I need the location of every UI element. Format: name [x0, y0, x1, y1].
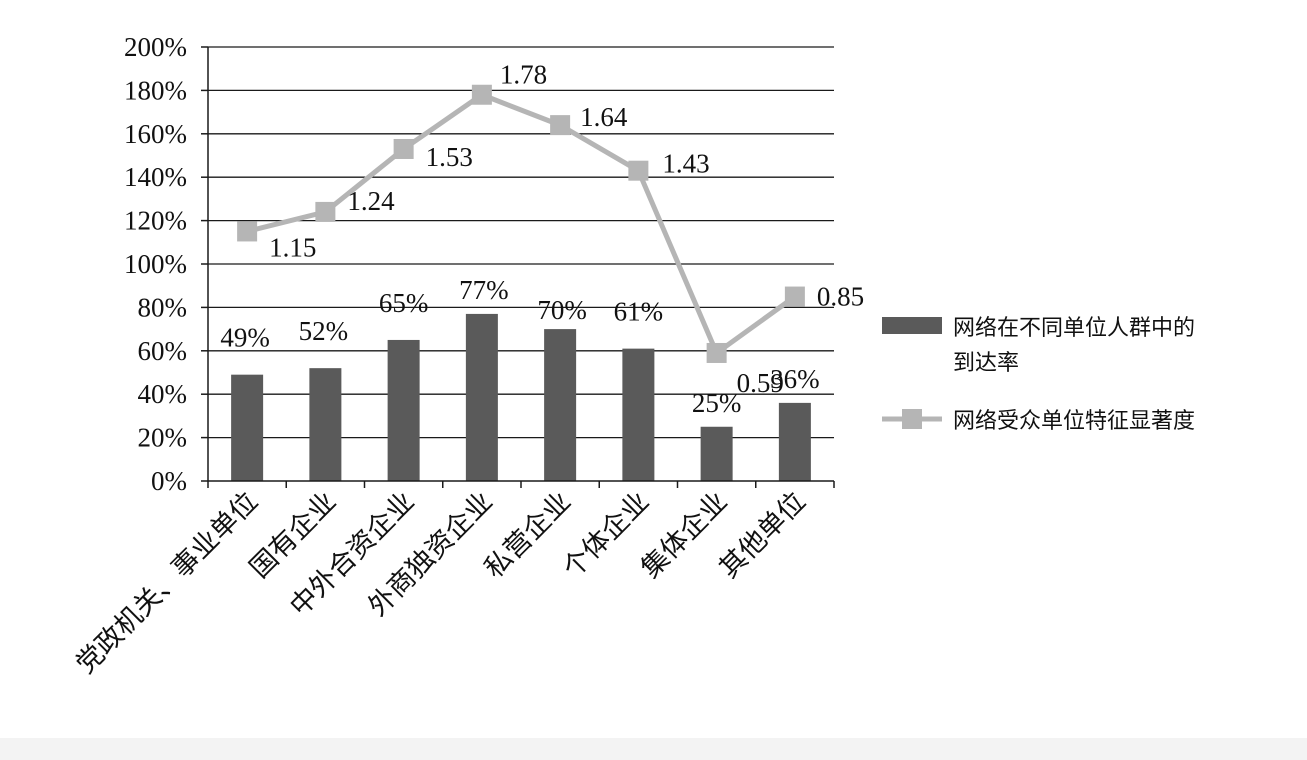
category-labels: 党政机关、事业单位国有企业中外合资企业外商独资企业私营企业个体企业集体企业其他单…: [70, 486, 811, 680]
bar-data-label: 61%: [614, 297, 664, 327]
category-label: 其他单位: [714, 486, 812, 584]
legend-label: 网络受众单位特征显著度: [953, 409, 1195, 434]
bar-data-label: 49%: [220, 323, 270, 353]
bar-data-label: 52%: [299, 316, 349, 346]
y-tick-label: 140%: [124, 162, 187, 192]
line-marker: [550, 115, 571, 136]
line-data-label: 1.24: [347, 186, 395, 216]
bar-data-label: 65%: [379, 288, 429, 318]
y-tick-labels: 0% 20% 40% 60% 80% 100% 120% 140% 160% 180% 200%: [124, 32, 187, 496]
bar: [387, 339, 420, 481]
line-marker: [784, 286, 805, 307]
y-tick-label: 60%: [138, 336, 188, 366]
category-label: 集体企业: [635, 486, 733, 584]
bar-data-label: 36%: [770, 364, 820, 394]
line-marker: [628, 160, 649, 181]
bar: [622, 348, 655, 481]
bar-data-label: 25%: [692, 388, 742, 418]
line-marker: [471, 84, 492, 105]
legend-marker: [902, 409, 922, 429]
line-marker: [237, 221, 258, 242]
y-tick-label: 40%: [138, 379, 188, 409]
bar: [231, 374, 264, 481]
category-label: 个体企业: [557, 486, 655, 584]
bar-data-label: 77%: [459, 275, 509, 305]
y-tick-label: 80%: [138, 292, 188, 322]
line-marker: [393, 138, 414, 159]
bottom-strip: [0, 738, 1307, 760]
series-line: [246, 92, 797, 356]
line-data-label: 0.59: [737, 368, 784, 398]
y-tick-label: 100%: [124, 249, 187, 279]
category-label: 党政机关、事业单位: [70, 486, 264, 680]
bar: [778, 402, 811, 481]
bar-data-labels: 49% 52% 65% 77% 70% 61% 25% 36%: [220, 275, 819, 418]
y-tick-label: 180%: [124, 75, 187, 105]
line-marker: [315, 201, 336, 222]
y-tick-label: 160%: [124, 119, 187, 149]
line-data-label: 1.78: [500, 60, 547, 90]
category-label: 私营企业: [479, 486, 577, 584]
y-tick-label: 200%: [124, 32, 187, 62]
y-tick-label: 0%: [151, 466, 187, 496]
bar-series: [231, 313, 811, 481]
line-data-label: 1.15: [269, 232, 316, 262]
legend-label: 到达率: [953, 351, 1019, 376]
y-tick-label: 120%: [124, 206, 187, 236]
bar: [465, 313, 498, 481]
line-data-label: 0.85: [817, 282, 864, 312]
line-data-label: 1.43: [662, 149, 709, 179]
line-marker: [706, 342, 727, 363]
line-data-label: 1.53: [426, 142, 473, 172]
legend-swatch-bar: [882, 317, 942, 334]
axes: [201, 46, 835, 488]
y-tick-label: 20%: [138, 423, 188, 453]
bar-data-label: 70%: [537, 295, 587, 325]
line-data-label: 1.64: [580, 102, 628, 132]
bar: [309, 368, 342, 481]
bar: [544, 329, 577, 481]
line-series: [237, 84, 805, 363]
line-data-labels: 1.15 1.24 1.53 1.78 1.64 1.43 0.59 0.85: [269, 60, 864, 398]
bar: [700, 426, 733, 481]
legend-label: 网络在不同单位人群中的: [953, 316, 1195, 341]
